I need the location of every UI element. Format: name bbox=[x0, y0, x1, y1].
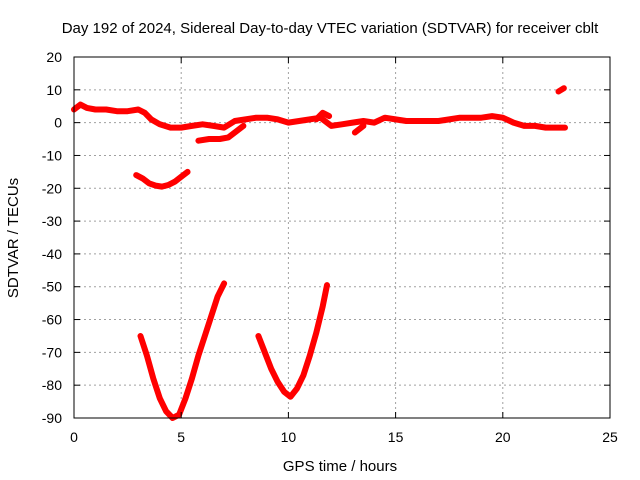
x-axis-title: GPS time / hours bbox=[283, 458, 397, 475]
series-spike-12h bbox=[313, 109, 333, 123]
y-tick-label: -50 bbox=[42, 279, 62, 295]
y-tick-label: 20 bbox=[46, 49, 62, 65]
x-tick-label: 5 bbox=[177, 429, 185, 445]
axis-ticks bbox=[73, 56, 611, 419]
y-tick-label: -30 bbox=[42, 213, 62, 229]
series-arc-4h bbox=[133, 168, 191, 190]
series-trough-10h bbox=[255, 282, 330, 400]
y-tick-label: 10 bbox=[46, 82, 62, 98]
series-trough-5h bbox=[137, 280, 228, 421]
plot-frame bbox=[73, 56, 611, 419]
y-tick-label: -80 bbox=[42, 377, 62, 393]
y-tick-label: -10 bbox=[42, 147, 62, 163]
x-tick-label: 10 bbox=[281, 429, 297, 445]
y-tick-label: -60 bbox=[42, 312, 62, 328]
y-tick-label: -40 bbox=[42, 246, 62, 262]
y-tick-label: -70 bbox=[42, 344, 62, 360]
tick-labels: 0 5 10 15 20 25 20 10 0 -10 -20 -30 -40 -50 -60 -70 -80 -… bbox=[42, 49, 618, 445]
x-tick-label: 15 bbox=[388, 429, 404, 445]
data-series bbox=[71, 85, 568, 421]
series-point-22.8h bbox=[555, 85, 567, 95]
x-tick-label: 20 bbox=[495, 429, 511, 445]
chart-title: Day 192 of 2024, Sidereal Day-to-day VTE… bbox=[62, 20, 599, 37]
x-tick-label: 0 bbox=[70, 429, 78, 445]
x-tick-label: 25 bbox=[602, 429, 618, 445]
y-axis-title: SDTVAR / TECUs bbox=[5, 178, 22, 298]
y-tick-label: -20 bbox=[42, 180, 62, 196]
series-dip-6h bbox=[195, 122, 247, 144]
series-small-low-13h bbox=[351, 122, 367, 136]
series-main-band bbox=[71, 101, 568, 131]
y-tick-label: 0 bbox=[54, 115, 62, 131]
y-tick-label: -90 bbox=[42, 410, 62, 426]
